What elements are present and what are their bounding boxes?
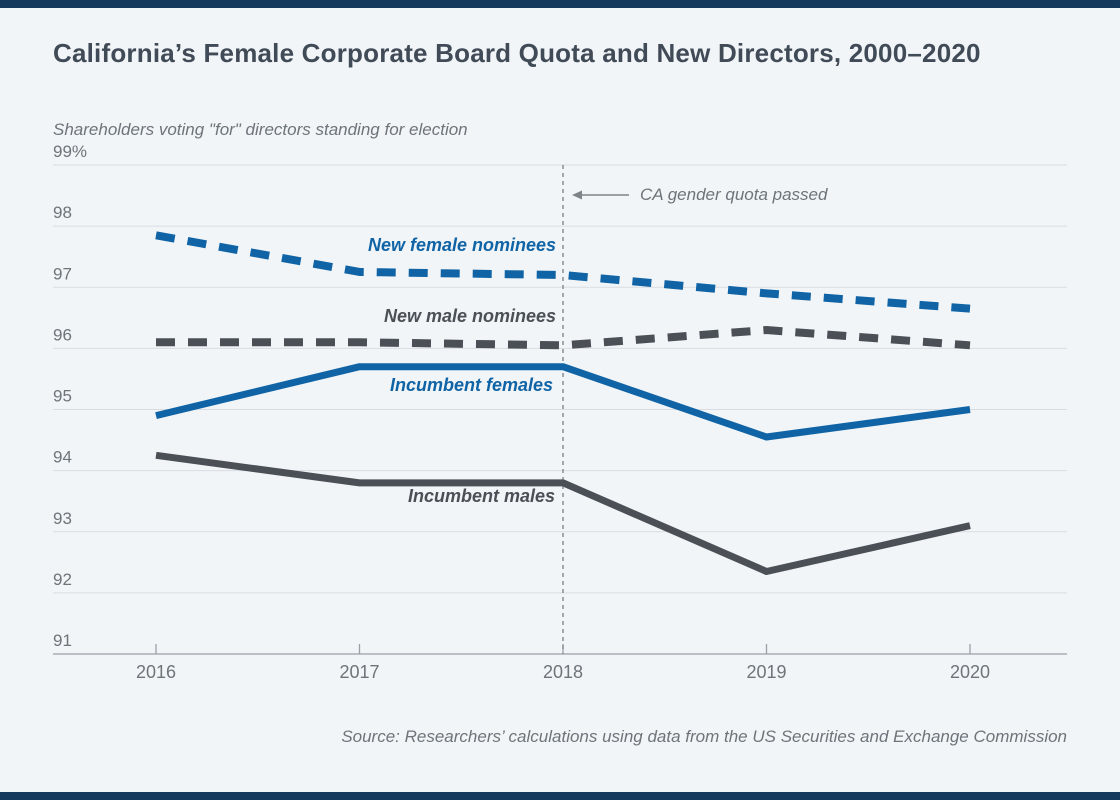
source-credit: Source: Researchers’ calculations using … — [341, 727, 1067, 746]
event-annotation-label: CA gender quota passed — [640, 185, 828, 204]
series-label-new-female-nominees: New female nominees — [368, 235, 557, 255]
series-label-new-male-nominees: New male nominees — [384, 306, 557, 326]
svg-text:2016: 2016 — [136, 662, 176, 682]
svg-text:2017: 2017 — [339, 662, 379, 682]
event-annotation: CA gender quota passed — [572, 185, 827, 205]
series-label-incumbent-males: Incumbent males — [408, 486, 556, 506]
svg-text:96: 96 — [53, 325, 72, 344]
top-accent-bar — [0, 0, 1120, 8]
svg-text:2019: 2019 — [746, 662, 786, 682]
chart-title: California’s Female Corporate Board Quot… — [53, 38, 981, 68]
svg-text:91: 91 — [53, 631, 72, 650]
y-axis-title: Shareholders voting "for" directors stan… — [53, 120, 468, 139]
series-label-incumbent-females: Incumbent females — [390, 375, 554, 395]
svg-text:97: 97 — [53, 264, 72, 283]
svg-text:98: 98 — [53, 203, 72, 222]
svg-text:92: 92 — [53, 570, 72, 589]
svg-text:2018: 2018 — [543, 662, 583, 682]
left-arrow-icon — [572, 190, 629, 200]
svg-text:99%: 99% — [53, 142, 87, 161]
svg-text:95: 95 — [53, 387, 72, 406]
bottom-accent-bar — [0, 792, 1120, 800]
svg-text:2020: 2020 — [950, 662, 990, 682]
svg-text:93: 93 — [53, 509, 72, 528]
svg-text:94: 94 — [53, 448, 72, 467]
